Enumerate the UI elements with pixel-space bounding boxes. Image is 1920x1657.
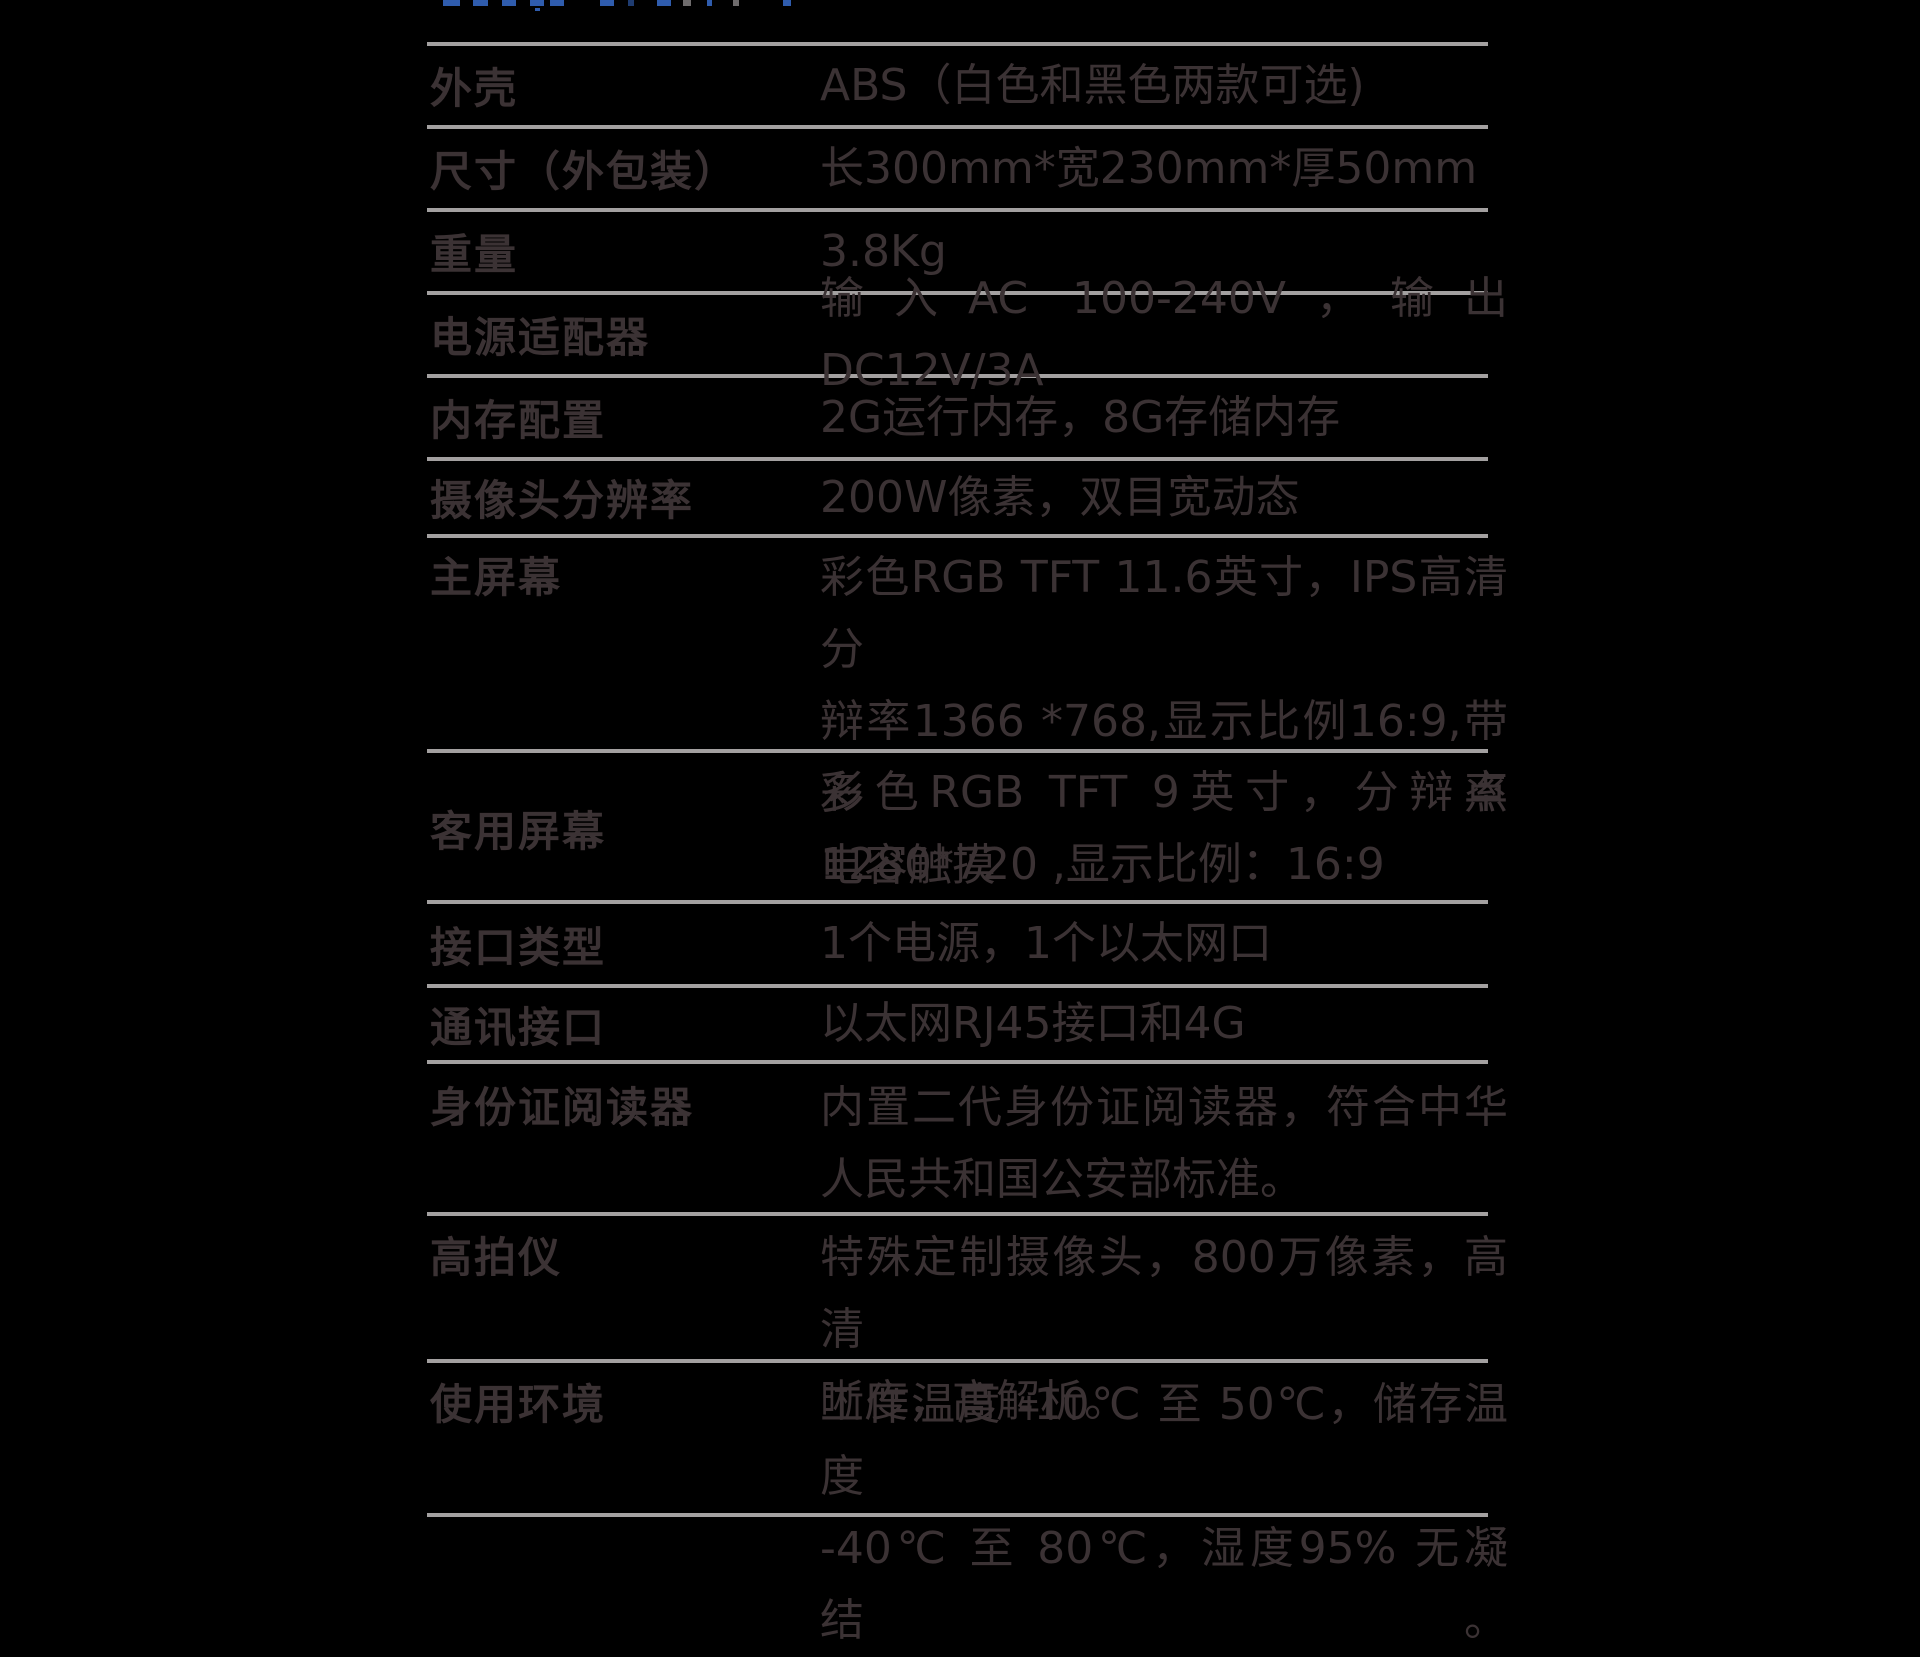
spec-label: 身份证阅读器 — [430, 1083, 695, 1132]
spec-value: 输入AC 100-240V，输出DC12V/3A — [820, 263, 1508, 407]
heading-fragment — [600, 0, 614, 6]
spec-value-line: 彩色RGB TFT 11.6英寸，IPS高清分 — [820, 552, 1508, 675]
spec-value-line: 特殊定制摄像头，800万像素，高清 — [820, 1232, 1508, 1355]
heading-fragment — [733, 0, 739, 6]
spec-row-operating-environment: 使用环境 工作温度 -10℃ 至 50℃，储存温度 -40℃ 至 80℃，湿度9… — [427, 1359, 1508, 1646]
spec-value: 2G运行内存，8G存储内存 — [820, 382, 1508, 454]
spec-label: 客用屏幕 — [430, 807, 607, 856]
spec-value-line: 晰度，高解析。 — [820, 1376, 1128, 1427]
spec-label: 使用环境 — [430, 1380, 607, 1429]
spec-value: 长300mm*宽230mm*厚50mm — [820, 133, 1508, 205]
spec-table: 外壳 ABS（白色和黑色两款可选) 尺寸（外包装） 长300mm*宽230mm*… — [427, 42, 1508, 1646]
spec-label: 尺寸（外包装） — [430, 147, 739, 196]
heading-fragment — [473, 0, 488, 6]
heading-fragment — [535, 8, 540, 11]
heading-fragment — [443, 0, 460, 6]
heading-fragment — [657, 0, 671, 6]
heading-fragment — [502, 0, 516, 6]
spec-value-line: 200W像素，双目宽动态 — [820, 471, 1300, 523]
spec-value: 内置二代身份证阅读器，符合中华 人民共和国公安部标准。 — [820, 1072, 1508, 1212]
spec-label: 通讯接口 — [430, 1002, 607, 1052]
spec-value-line: 1个电源，1个以太网口 — [820, 918, 1272, 969]
heading-fragment — [683, 0, 691, 6]
spec-value-line: 彩色RGB TFT 9英寸，分辩率 — [820, 767, 1508, 818]
spec-value-line: 电容触摸 — [820, 840, 996, 891]
spec-label: 摄像头分辨率 — [430, 476, 695, 525]
spec-row-memory: 内存配置 2G运行内存，8G存储内存 — [427, 374, 1488, 457]
spec-value-line: 2G运行内存，8G存储内存 — [820, 391, 1341, 443]
heading-fragment — [783, 0, 791, 6]
spec-row-document-camera: 高拍仪 特殊定制摄像头，800万像素，高清 晰度，高解析。 — [427, 1212, 1508, 1427]
spec-value-line: 工作温度 -10℃ 至 50℃，储存温度 — [820, 1379, 1508, 1502]
heading-fragment — [707, 0, 712, 6]
spec-value-line: 辩率1366 *768,显示比例16:9,带多点 — [820, 696, 1508, 819]
spec-value-line: 以太网RJ45接口和4G — [820, 998, 1246, 1049]
spec-value-line: 输入AC 100-240V，输出DC12V/3A — [820, 272, 1508, 396]
spec-row-dimensions: 尺寸（外包装） 长300mm*宽230mm*厚50mm — [427, 125, 1488, 208]
spec-row-port-types: 接口类型 1个电源，1个以太网口 — [427, 900, 1488, 984]
spec-value: 彩色RGB TFT 11.6英寸，IPS高清分 辩率1366 *768,显示比例… — [820, 542, 1508, 891]
spec-row-main-screen: 主屏幕 彩色RGB TFT 11.6英寸，IPS高清分 辩率1366 *768,… — [427, 534, 1508, 891]
spec-value: 3.8Kg — [820, 216, 1508, 288]
spec-row-comm-interface: 通讯接口 以太网RJ45接口和4G — [427, 984, 1488, 1060]
spec-label: 电源适配器 — [430, 313, 651, 362]
heading-fragment — [550, 0, 564, 6]
spec-value: ABS（白色和黑色两款可选) — [820, 50, 1508, 122]
cropped-blue-heading-fragments — [0, 0, 1920, 14]
spec-value-line: -40℃ 至 80℃，湿度95% 无凝结。 — [820, 1523, 1508, 1646]
spec-value-line: 1280*720 ,显示比例：16:9 — [820, 839, 1385, 890]
spec-label: 重量 — [430, 230, 519, 279]
spec-row-shell: 外壳 ABS（白色和黑色两款可选) — [427, 42, 1488, 125]
spec-row-weight: 重量 3.8Kg — [427, 208, 1488, 291]
spec-label: 主屏幕 — [430, 553, 563, 602]
spec-label: 内存配置 — [430, 396, 607, 445]
heading-fragment — [628, 0, 634, 6]
spec-row-id-card-reader: 身份证阅读器 内置二代身份证阅读器，符合中华 人民共和国公安部标准。 — [427, 1060, 1508, 1212]
spec-value: 工作温度 -10℃ 至 50℃，储存温度 -40℃ 至 80℃，湿度95% 无凝… — [820, 1369, 1508, 1646]
spec-value-line: 内置二代身份证阅读器，符合中华 — [820, 1082, 1508, 1133]
spec-value-line: ABS（白色和黑色两款可选) — [820, 59, 1365, 111]
spec-row-customer-screen: 客用屏幕 彩色RGB TFT 9英寸，分辩率 1280*720 ,显示比例：16… — [427, 749, 1508, 900]
spec-value-line: 人民共和国公安部标准。 — [820, 1154, 1304, 1205]
spec-row-power-adapter: 电源适配器 输入AC 100-240V，输出DC12V/3A — [427, 273, 1508, 396]
spec-value-line: 长300mm*宽230mm*厚50mm — [820, 142, 1478, 194]
spec-value: 特殊定制摄像头，800万像素，高清 晰度，高解析。 — [820, 1222, 1508, 1427]
spec-value: 200W像素，双目宽动态 — [820, 462, 1508, 534]
spec-label: 接口类型 — [430, 922, 607, 972]
spec-value: 以太网RJ45接口和4G — [820, 988, 1508, 1060]
spec-row-camera-resolution: 摄像头分辨率 200W像素，双目宽动态 — [427, 457, 1488, 534]
heading-fragment — [530, 0, 544, 6]
spec-value: 1个电源，1个以太网口 — [820, 908, 1508, 980]
spec-label: 高拍仪 — [430, 1233, 563, 1282]
spec-value-line: 3.8Kg — [820, 225, 947, 277]
spec-value: 彩色RGB TFT 9英寸，分辩率 1280*720 ,显示比例：16:9 — [820, 757, 1508, 900]
spec-label: 外壳 — [430, 64, 519, 113]
